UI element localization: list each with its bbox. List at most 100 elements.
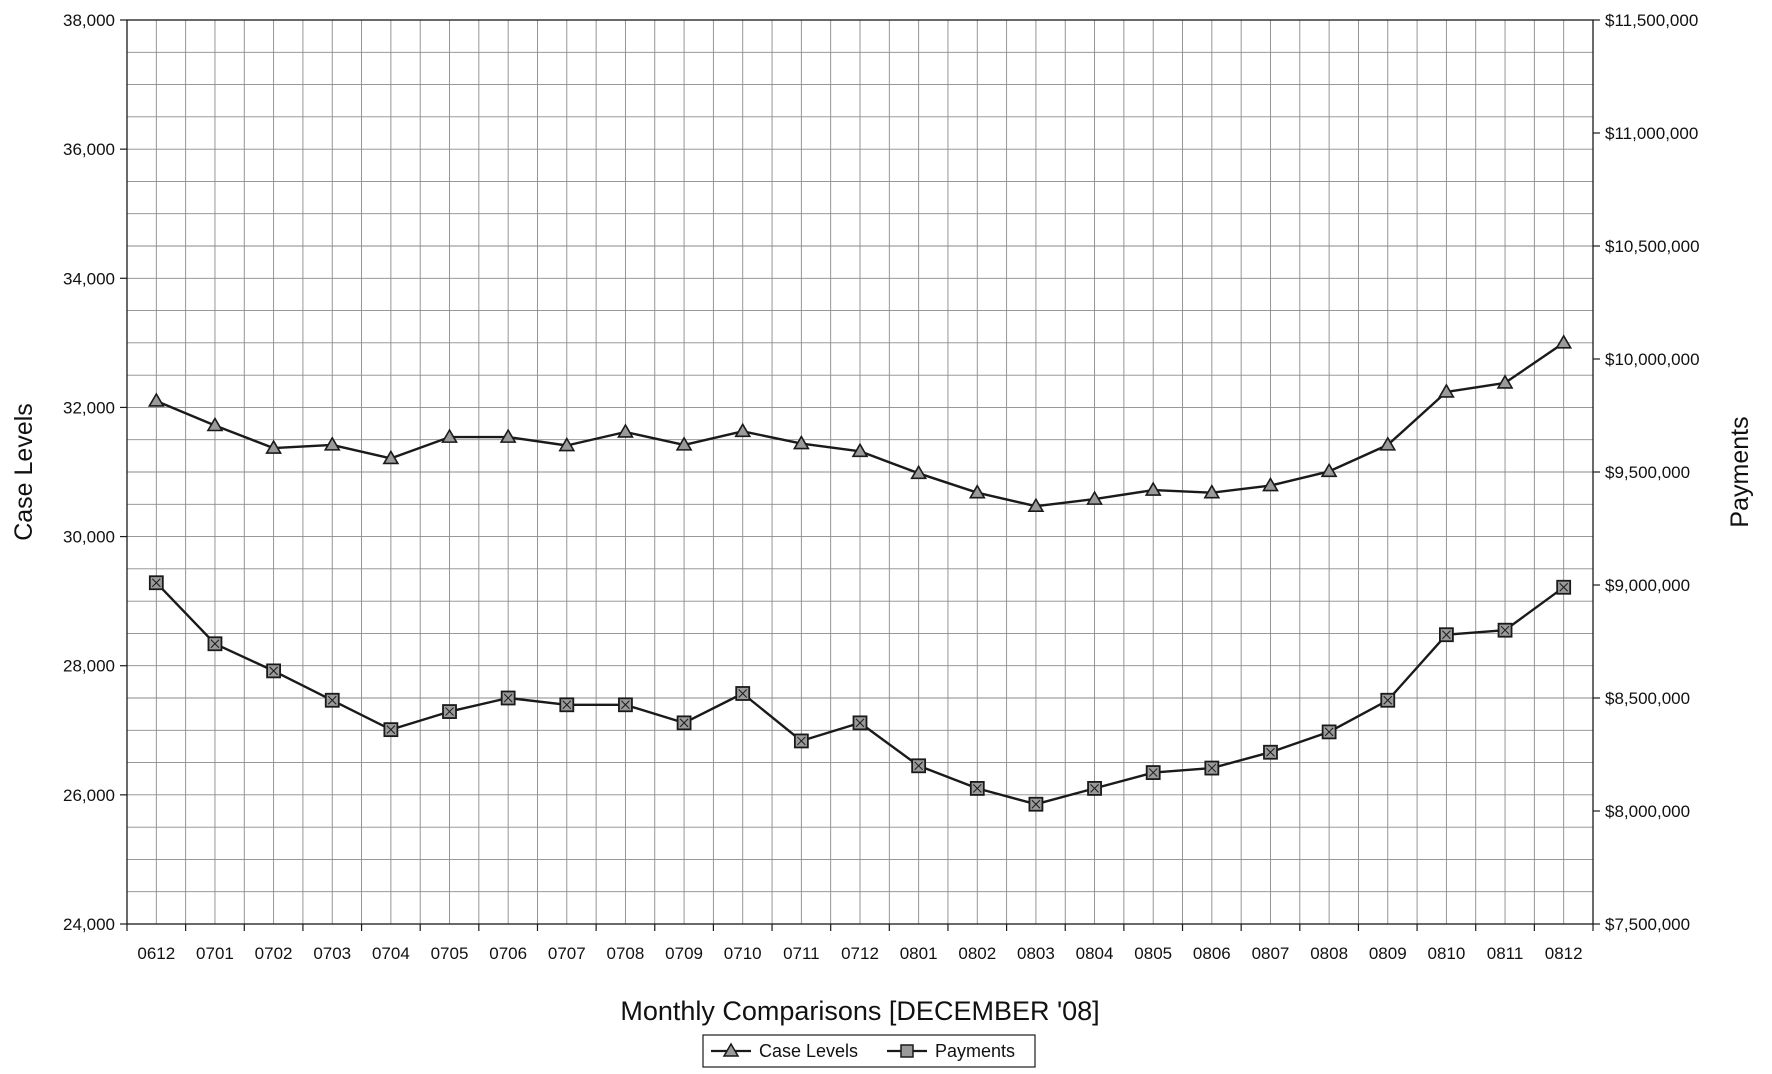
data-point-hatch	[210, 639, 220, 649]
x-tick-label: 0711	[783, 944, 820, 963]
x-axis-title: Monthly Comparisons [DECEMBER '08]	[620, 996, 1099, 1026]
data-point-case-levels	[1262, 476, 1279, 492]
data-point-case-levels	[968, 484, 986, 499]
y-axis-title-left: Case Levels	[10, 403, 38, 541]
left-y-axis: 24,000 26,000 28,000 30,000 32,000 34,000 36,0…	[63, 11, 127, 934]
data-point-case-levels	[1555, 334, 1573, 349]
y-tick-label-right: $7,500,000	[1605, 915, 1690, 934]
legend: Case Levels Payments	[702, 1034, 1036, 1068]
data-point-hatch	[1324, 727, 1334, 737]
x-tick-label: 0811	[1487, 944, 1524, 963]
x-tick-label: 0810	[1427, 944, 1465, 963]
y-tick-label-left: 34,000	[63, 269, 115, 288]
x-axis: 0612 0701 0702 0703 0704 0705 0706 0707 0708 0709…	[126, 924, 1594, 963]
data-point-hatch	[445, 707, 454, 716]
x-tick-label: 0712	[841, 944, 879, 963]
grid	[127, 20, 1593, 924]
data-point-hatch	[269, 666, 278, 676]
data-point-case-levels	[851, 442, 869, 458]
data-point-case-levels	[323, 436, 341, 451]
legend-box	[702, 1034, 1036, 1068]
x-tick-label: 0705	[431, 944, 469, 963]
data-point-case-levels	[382, 449, 400, 465]
x-tick-label: 0807	[1252, 944, 1290, 963]
data-point-case-levels	[792, 435, 810, 450]
legend-label-payments: Payments	[935, 1041, 1015, 1061]
x-tick-label: 0710	[724, 944, 762, 963]
x-tick-label: 0707	[548, 944, 586, 963]
x-tick-label: 0809	[1369, 944, 1407, 963]
x-tick-label: 0803	[1017, 944, 1055, 963]
x-tick-label: 0804	[1076, 944, 1114, 963]
y-tick-label-left: 30,000	[63, 528, 115, 547]
data-point-case-levels	[441, 428, 458, 443]
x-tick-label: 0706	[489, 944, 527, 963]
data-point-case-levels	[1320, 462, 1338, 478]
data-point-hatch	[1207, 763, 1217, 773]
x-tick-label: 0702	[255, 944, 293, 963]
y-tick-label-right: $11,500,000	[1605, 11, 1698, 30]
y-tick-label-right: $11,000,000	[1605, 124, 1698, 143]
x-tick-label: 0806	[1193, 944, 1231, 963]
data-point-case-levels	[499, 428, 517, 443]
data-point-hatch	[1148, 768, 1158, 777]
data-point-case-levels	[675, 436, 693, 451]
series-layer	[147, 334, 1573, 812]
data-point-hatch	[621, 700, 630, 710]
x-tick-label: 0808	[1310, 944, 1348, 963]
legend-label-case-levels: Case Levels	[759, 1041, 858, 1061]
data-point-hatch	[855, 718, 865, 728]
data-point-hatch	[1500, 625, 1510, 635]
y-tick-label-right: $10,500,000	[1605, 237, 1700, 256]
data-point-hatch	[1031, 799, 1041, 809]
data-point-hatch	[1090, 784, 1099, 793]
legend-marker-case-levels	[722, 1042, 740, 1057]
data-point-case-levels	[910, 464, 928, 480]
data-point-case-levels	[1086, 490, 1103, 505]
legend-marker-payments	[900, 1044, 914, 1058]
x-tick-label: 0805	[1134, 944, 1172, 963]
data-point-hatch	[914, 761, 923, 771]
x-tick-label: 0703	[313, 944, 351, 963]
y-tick-label-right: $9,500,000	[1605, 463, 1690, 482]
data-point-case-levels	[1496, 374, 1514, 389]
data-point-hatch	[1559, 582, 1569, 592]
data-point-case-levels	[147, 392, 165, 407]
data-point-case-levels	[1203, 484, 1221, 499]
x-tick-label: 0708	[607, 944, 645, 963]
data-point-hatch	[562, 700, 572, 710]
data-point-hatch	[797, 736, 806, 746]
data-point-case-levels	[734, 422, 752, 438]
data-point-hatch	[972, 784, 982, 793]
data-point-case-levels	[1438, 383, 1455, 398]
data-point-hatch	[151, 578, 161, 588]
x-tick-label: 0612	[137, 944, 175, 963]
right-y-axis: $7,500,000 $8,000,000 $8,500,000 $9,000,000…	[1593, 11, 1700, 934]
y-axis-title-right: Payments	[1726, 416, 1754, 527]
data-point-hatch	[386, 725, 396, 734]
y-tick-label-left: 28,000	[63, 657, 115, 676]
y-tick-label-left: 36,000	[63, 140, 115, 159]
data-point-case-levels	[1027, 497, 1045, 513]
x-tick-label: 0801	[900, 944, 938, 963]
data-point-case-levels	[1144, 481, 1162, 496]
y-tick-label-right: $8,500,000	[1605, 689, 1690, 708]
y-tick-label-left: 26,000	[63, 786, 115, 805]
y-tick-label-left: 24,000	[63, 915, 115, 934]
data-point-hatch	[1442, 630, 1451, 640]
data-point-hatch	[1383, 695, 1393, 705]
y-tick-label-left: 38,000	[63, 11, 115, 30]
data-point-case-levels	[206, 416, 224, 432]
data-point-hatch	[679, 718, 689, 728]
data-point-case-levels	[617, 423, 634, 438]
data-point-case-levels	[265, 439, 282, 454]
data-point-case-levels	[1379, 436, 1397, 451]
data-point-hatch	[1266, 747, 1275, 757]
y-tick-label-right: $8,000,000	[1605, 802, 1690, 821]
y-tick-label-right: $9,000,000	[1605, 576, 1690, 595]
x-tick-label: 0812	[1545, 944, 1583, 963]
x-tick-label: 0701	[196, 944, 234, 963]
x-tick-label: 0709	[665, 944, 703, 963]
y-tick-label-right: $10,000,000	[1605, 350, 1700, 369]
